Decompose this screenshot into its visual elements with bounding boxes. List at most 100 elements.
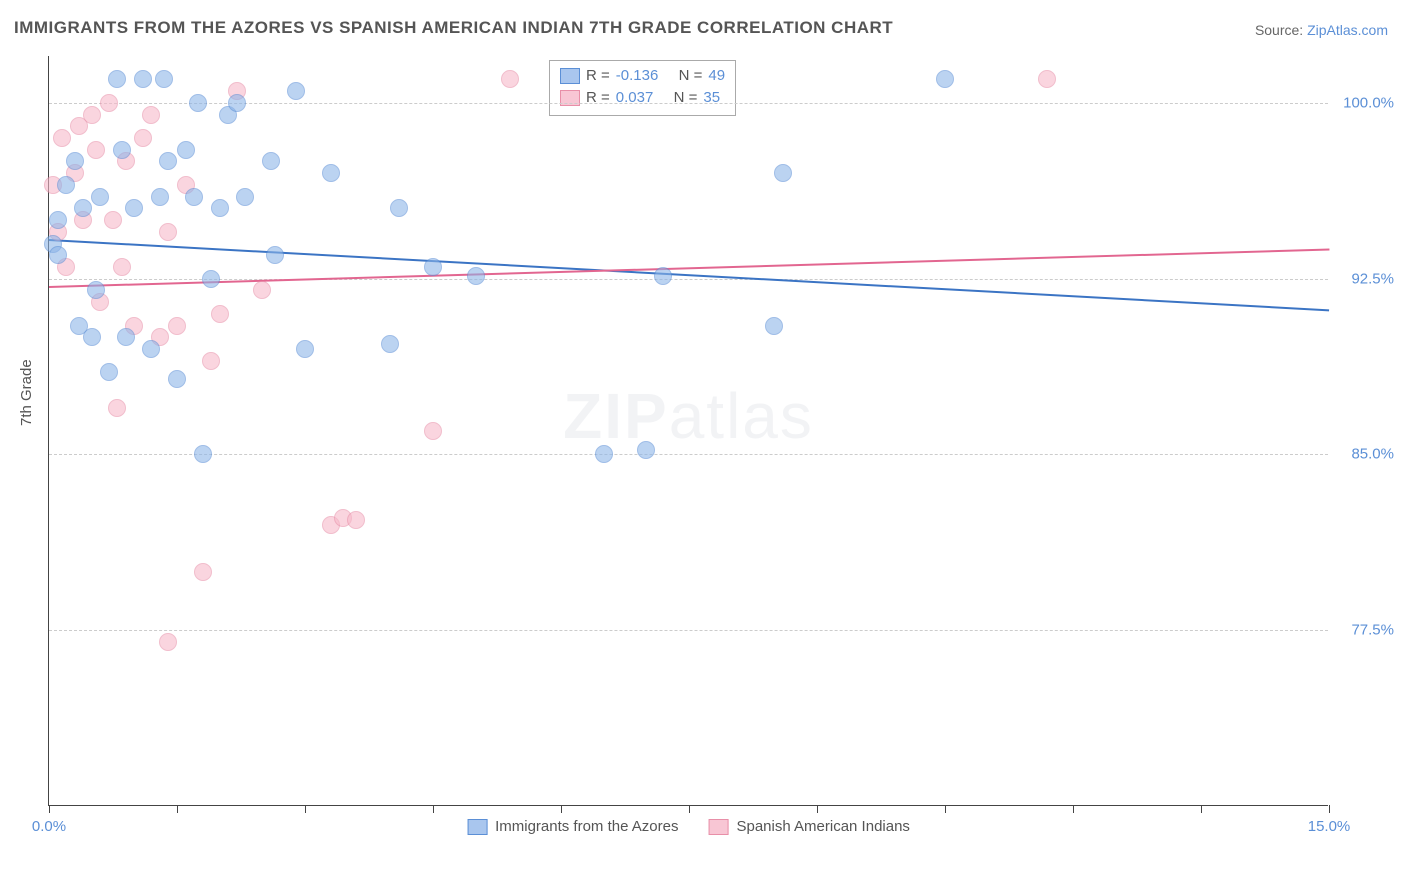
data-point-b bbox=[211, 305, 229, 323]
data-point-b bbox=[104, 211, 122, 229]
data-point-a bbox=[390, 199, 408, 217]
regression-line-a bbox=[49, 239, 1329, 311]
data-point-b bbox=[113, 258, 131, 276]
legend-row-b: R = 0.037 N = 35 bbox=[560, 87, 725, 109]
y-tick-label: 92.5% bbox=[1334, 270, 1394, 287]
data-point-b bbox=[53, 129, 71, 147]
data-point-a bbox=[151, 188, 169, 206]
y-tick-label: 85.0% bbox=[1334, 446, 1394, 463]
data-point-a bbox=[211, 199, 229, 217]
r-value-b: 0.037 bbox=[616, 87, 654, 109]
x-tick bbox=[817, 805, 818, 813]
data-point-a bbox=[159, 152, 177, 170]
x-tick bbox=[1201, 805, 1202, 813]
data-point-a bbox=[83, 328, 101, 346]
source-link[interactable]: ZipAtlas.com bbox=[1307, 22, 1388, 38]
data-point-a bbox=[168, 370, 186, 388]
data-point-a bbox=[66, 152, 84, 170]
source-label: Source: ZipAtlas.com bbox=[1255, 22, 1388, 38]
y-tick-label: 100.0% bbox=[1334, 94, 1394, 111]
data-point-b bbox=[100, 94, 118, 112]
data-point-a bbox=[100, 363, 118, 381]
data-point-a bbox=[185, 188, 203, 206]
data-point-a bbox=[296, 340, 314, 358]
data-point-a bbox=[228, 94, 246, 112]
data-point-a bbox=[774, 164, 792, 182]
y-tick-label: 77.5% bbox=[1334, 622, 1394, 639]
data-point-a bbox=[381, 335, 399, 353]
data-point-a bbox=[49, 246, 67, 264]
x-tick-label: 0.0% bbox=[32, 818, 66, 835]
data-point-a bbox=[113, 141, 131, 159]
data-point-b bbox=[159, 633, 177, 651]
data-point-b bbox=[142, 106, 160, 124]
data-point-b bbox=[108, 399, 126, 417]
x-tick bbox=[305, 805, 306, 813]
r-label: R = bbox=[586, 87, 610, 109]
data-point-a bbox=[424, 258, 442, 276]
data-point-a bbox=[91, 188, 109, 206]
data-point-a bbox=[595, 445, 613, 463]
data-point-b bbox=[347, 511, 365, 529]
data-point-b bbox=[168, 317, 186, 335]
n-label: N = bbox=[679, 65, 703, 87]
r-value-a: -0.136 bbox=[616, 65, 659, 87]
scatter-plot: ZIPatlas R = -0.136 N = 49 R = 0.037 N =… bbox=[48, 56, 1328, 806]
y-axis-label: 7th Grade bbox=[18, 359, 35, 426]
x-tick bbox=[689, 805, 690, 813]
x-tick bbox=[1073, 805, 1074, 813]
data-point-a bbox=[194, 445, 212, 463]
data-point-b bbox=[159, 223, 177, 241]
data-point-a bbox=[236, 188, 254, 206]
legend-item-a: Immigrants from the Azores bbox=[467, 818, 678, 835]
data-point-b bbox=[134, 129, 152, 147]
series-b-label: Spanish American Indians bbox=[736, 818, 909, 835]
data-point-a bbox=[765, 317, 783, 335]
data-point-a bbox=[134, 70, 152, 88]
legend-row-a: R = -0.136 N = 49 bbox=[560, 65, 725, 87]
data-point-a bbox=[266, 246, 284, 264]
data-point-b bbox=[194, 563, 212, 581]
data-point-b bbox=[424, 422, 442, 440]
data-point-a bbox=[125, 199, 143, 217]
swatch-b-icon bbox=[708, 819, 728, 835]
regression-line-b bbox=[49, 248, 1329, 287]
r-label: R = bbox=[586, 65, 610, 87]
x-tick bbox=[177, 805, 178, 813]
data-point-a bbox=[637, 441, 655, 459]
data-point-a bbox=[87, 281, 105, 299]
data-point-a bbox=[142, 340, 160, 358]
data-point-b bbox=[1038, 70, 1056, 88]
series-legend: Immigrants from the Azores Spanish Ameri… bbox=[467, 818, 910, 835]
gridline bbox=[49, 630, 1328, 631]
data-point-a bbox=[117, 328, 135, 346]
series-a-label: Immigrants from the Azores bbox=[495, 818, 678, 835]
source-prefix: Source: bbox=[1255, 22, 1307, 38]
n-value-b: 35 bbox=[703, 87, 720, 109]
data-point-a bbox=[936, 70, 954, 88]
legend-item-b: Spanish American Indians bbox=[708, 818, 909, 835]
data-point-b bbox=[253, 281, 271, 299]
gridline bbox=[49, 454, 1328, 455]
data-point-a bbox=[322, 164, 340, 182]
data-point-a bbox=[108, 70, 126, 88]
x-tick bbox=[945, 805, 946, 813]
data-point-a bbox=[177, 141, 195, 159]
data-point-a bbox=[49, 211, 67, 229]
data-point-a bbox=[57, 176, 75, 194]
data-point-b bbox=[83, 106, 101, 124]
data-point-a bbox=[155, 70, 173, 88]
watermark: ZIPatlas bbox=[563, 379, 814, 453]
x-tick bbox=[1329, 805, 1330, 813]
data-point-a bbox=[74, 199, 92, 217]
n-label: N = bbox=[674, 87, 698, 109]
swatch-a-icon bbox=[560, 68, 580, 84]
x-tick bbox=[561, 805, 562, 813]
data-point-a bbox=[262, 152, 280, 170]
data-point-a bbox=[189, 94, 207, 112]
data-point-a bbox=[654, 267, 672, 285]
x-tick-label: 15.0% bbox=[1308, 818, 1351, 835]
n-value-a: 49 bbox=[708, 65, 725, 87]
chart-title: IMMIGRANTS FROM THE AZORES VS SPANISH AM… bbox=[14, 18, 893, 38]
swatch-a-icon bbox=[467, 819, 487, 835]
